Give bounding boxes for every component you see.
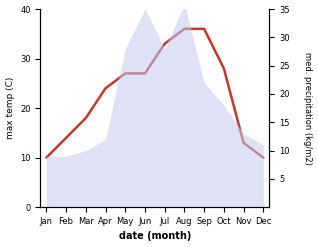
X-axis label: date (month): date (month) <box>119 231 191 242</box>
Y-axis label: med. precipitation (kg/m2): med. precipitation (kg/m2) <box>303 52 313 165</box>
Y-axis label: max temp (C): max temp (C) <box>5 77 15 139</box>
